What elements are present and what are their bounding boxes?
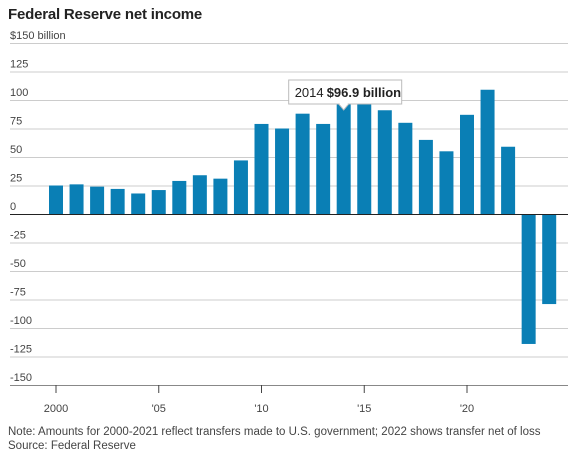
y-axis-tick-labels: $150 billion 125 100 75 50 25 0 -25 -50 -75 -100 -1…	[10, 30, 66, 384]
bar-2023	[521, 214, 536, 344]
annotation: 2014 $96.9 billion	[288, 79, 403, 111]
bar-2008	[213, 178, 228, 214]
y-tick-label: -150	[10, 372, 32, 384]
annotation-value: $96.9 billion	[327, 85, 401, 100]
annotation-pointer	[338, 103, 350, 111]
bar-2020	[460, 114, 474, 214]
chart-title: Federal Reserve net income	[8, 6, 203, 23]
y-tick-label: 125	[10, 59, 28, 71]
y-tick-label: $150 billion	[10, 30, 66, 42]
bar-2021	[480, 89, 495, 214]
bars	[49, 89, 557, 344]
bar-2013	[316, 123, 331, 214]
y-tick-label: -50	[10, 258, 26, 270]
bar-2012	[295, 113, 310, 214]
bar-2000	[49, 185, 63, 214]
bar-2005	[151, 190, 166, 214]
y-tick-label: 0	[10, 201, 16, 213]
bar-2001	[69, 184, 84, 214]
bar-2016	[377, 110, 392, 214]
x-tick-label: '20	[460, 403, 474, 415]
bar-2017	[398, 122, 413, 214]
bar-2009	[233, 160, 248, 214]
y-tick-label: 25	[10, 173, 22, 185]
y-tick-label: 50	[10, 144, 22, 156]
bar-2024	[542, 214, 557, 305]
bar-2010	[254, 123, 269, 214]
y-tick-label: -100	[10, 315, 32, 327]
x-tick-label: '15	[357, 403, 371, 415]
x-tick-label: '10	[254, 403, 268, 415]
annotation-year: 2014	[295, 85, 324, 100]
bar-2007	[192, 175, 207, 214]
bar-2015	[357, 97, 372, 214]
bar-2022	[501, 146, 516, 214]
x-axis: 2000 '05 '10 '15 '20	[10, 214, 568, 415]
x-tick-label: '05	[152, 403, 166, 415]
chart-source: Source: Federal Reserve	[8, 440, 136, 452]
bar-2003	[110, 188, 125, 214]
bar-2014	[336, 103, 351, 214]
y-tick-label: -125	[10, 344, 32, 356]
bar-2019	[439, 151, 454, 214]
bar-2006	[172, 180, 187, 214]
y-tick-label: -25	[10, 230, 26, 242]
bar-2002	[90, 186, 105, 214]
bar-2004	[131, 193, 146, 214]
x-tick-label: 2000	[44, 403, 68, 415]
bar-2011	[275, 128, 290, 214]
chart-note: Note: Amounts for 2000-2021 reflect tran…	[8, 426, 541, 438]
y-tick-label: -75	[10, 287, 26, 299]
bar-2018	[418, 139, 433, 214]
y-tick-label: 100	[10, 87, 28, 99]
y-tick-label: 75	[10, 116, 22, 128]
